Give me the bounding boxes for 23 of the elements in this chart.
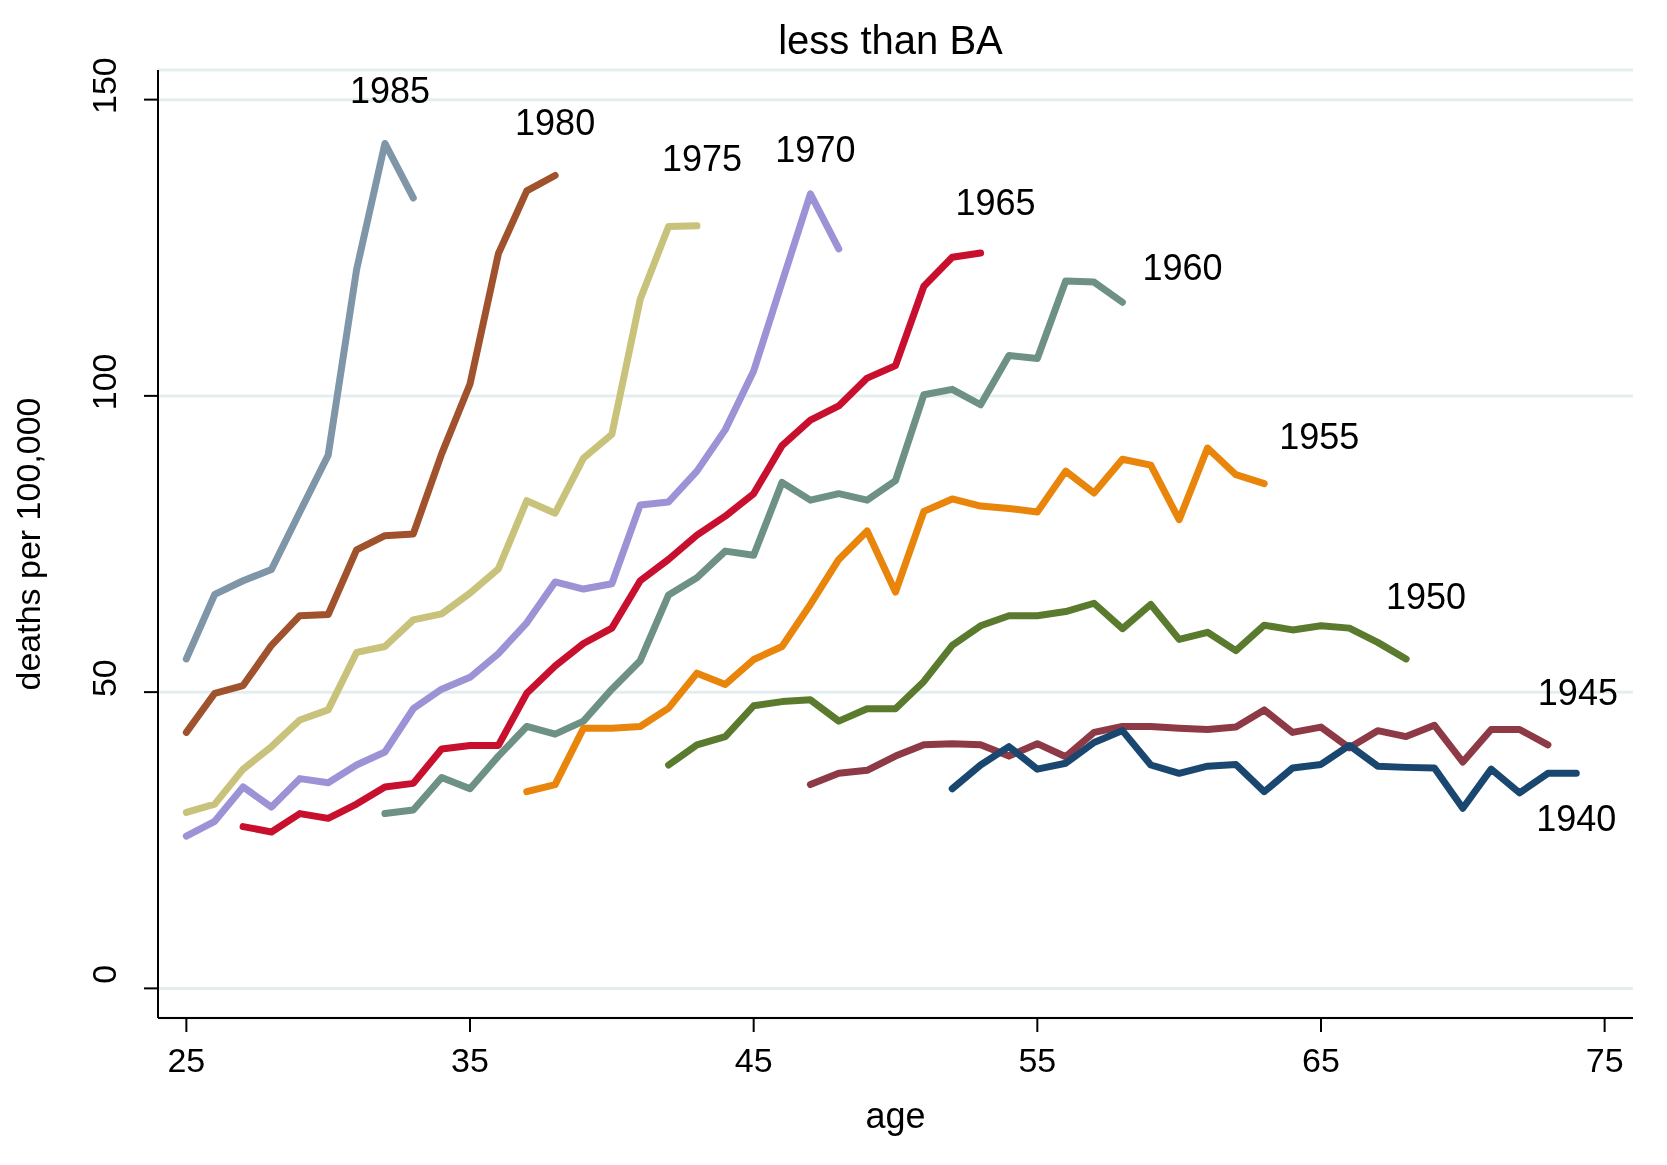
series-label: 1980 bbox=[515, 102, 596, 144]
series-label: 1960 bbox=[1142, 247, 1223, 289]
x-tick-label: 25 bbox=[167, 1041, 206, 1080]
series-label: 1955 bbox=[1279, 415, 1360, 457]
series-label: 1975 bbox=[661, 137, 742, 179]
x-tick-label: 45 bbox=[734, 1041, 773, 1080]
x-tick-label: 65 bbox=[1302, 1041, 1340, 1080]
x-tick-label: 75 bbox=[1585, 1041, 1624, 1080]
x-axis-title: age bbox=[865, 1095, 926, 1136]
series-label: 1940 bbox=[1536, 798, 1617, 840]
y-tick-label: 150 bbox=[85, 57, 123, 114]
x-tick-label: 55 bbox=[1018, 1041, 1057, 1080]
x-tick-label: 35 bbox=[451, 1041, 489, 1080]
y-tick-label: 100 bbox=[85, 353, 123, 411]
y-axis-title: deaths per 100,000 bbox=[9, 397, 48, 691]
series-label: 1945 bbox=[1537, 671, 1618, 713]
chart-title: less than BA bbox=[778, 18, 1004, 62]
series-label: 1950 bbox=[1386, 575, 1467, 617]
y-tick-label: 50 bbox=[85, 659, 123, 698]
y-tick-label: 0 bbox=[85, 964, 123, 984]
series-label: 1965 bbox=[955, 182, 1036, 224]
series-label: 1985 bbox=[349, 70, 430, 112]
series-label: 1970 bbox=[775, 128, 856, 170]
